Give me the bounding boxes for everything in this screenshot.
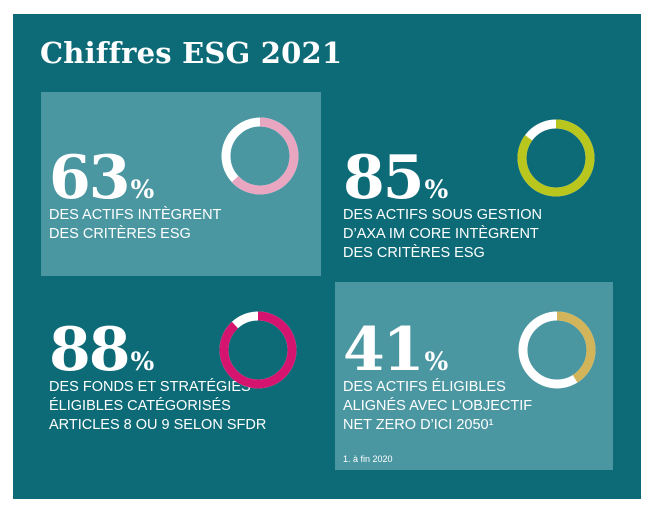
- page-title: Chiffres ESG 2021: [40, 36, 343, 70]
- stat-description-line: ALIGNÉS AVEC L’OBJECTIF: [343, 398, 533, 414]
- stat-description: DES FONDS ET STRATÉGIES ÉLIGIBLES CATÉGO…: [49, 378, 266, 435]
- stat-value: 85%: [343, 148, 448, 208]
- stat-description-line: ÉLIGIBLES CATÉGORISÉS: [49, 398, 231, 414]
- stat-unit: %: [130, 347, 155, 376]
- stat-description-line: DES CRITÈRES ESG: [49, 226, 191, 242]
- stat-description-line: DES ACTIFS SOUS GESTION: [343, 207, 543, 223]
- footnote: 1. à fin 2020: [343, 454, 393, 464]
- donut-ring-41: [518, 311, 596, 389]
- stat-unit: %: [424, 175, 449, 204]
- donut-arc: [517, 119, 595, 197]
- stat-description-line: NET ZERO D’ICI 2050¹: [343, 417, 494, 433]
- stat-description-line: DES FONDS ET STRATÉGIES: [49, 379, 251, 395]
- stat-number: 63: [49, 143, 130, 213]
- stat-card-axa-im-core: 85% DES ACTIFS SOUS GESTION D’AXA IM COR…: [333, 92, 623, 276]
- stat-description: DES ACTIFS SOUS GESTION D’AXA IM CORE IN…: [343, 206, 542, 263]
- stat-card-sfdr-funds: 88% DES FONDS ET STRATÉGIES ÉLIGIBLES CA…: [41, 284, 321, 470]
- stat-number: 41: [343, 315, 424, 385]
- stat-description-line: DES ACTIFS INTÈGRENT: [49, 207, 222, 223]
- stat-description-line: DES ACTIFS ÉLIGIBLES: [343, 379, 506, 395]
- stat-unit: %: [424, 347, 449, 376]
- donut-arc: [518, 311, 596, 389]
- stat-number: 85: [343, 143, 424, 213]
- stat-value: 63%: [49, 148, 154, 208]
- donut-ring-88: [219, 311, 297, 389]
- stat-unit: %: [130, 175, 155, 204]
- stat-description: DES ACTIFS INTÈGRENT DES CRITÈRES ESG: [49, 206, 221, 244]
- stat-value: 88%: [49, 320, 154, 380]
- stat-description-line: ARTICLES 8 OU 9 SELON SFDR: [49, 417, 267, 433]
- stat-value: 41%: [343, 320, 448, 380]
- esg-figures-panel: Chiffres ESG 2021 63% DES ACTIFS INTÈGRE…: [13, 14, 641, 499]
- donut-arc: [221, 117, 299, 195]
- donut-arc: [219, 311, 297, 389]
- donut-ring-85: [517, 119, 595, 197]
- donut-ring-63: [221, 117, 299, 195]
- stat-number: 88: [49, 315, 130, 385]
- stat-description-line: D’AXA IM CORE INTÈGRENT: [343, 226, 539, 242]
- stat-description: DES ACTIFS ÉLIGIBLES ALIGNÉS AVEC L’OBJE…: [343, 378, 532, 435]
- stat-description-line: DES CRITÈRES ESG: [343, 245, 485, 261]
